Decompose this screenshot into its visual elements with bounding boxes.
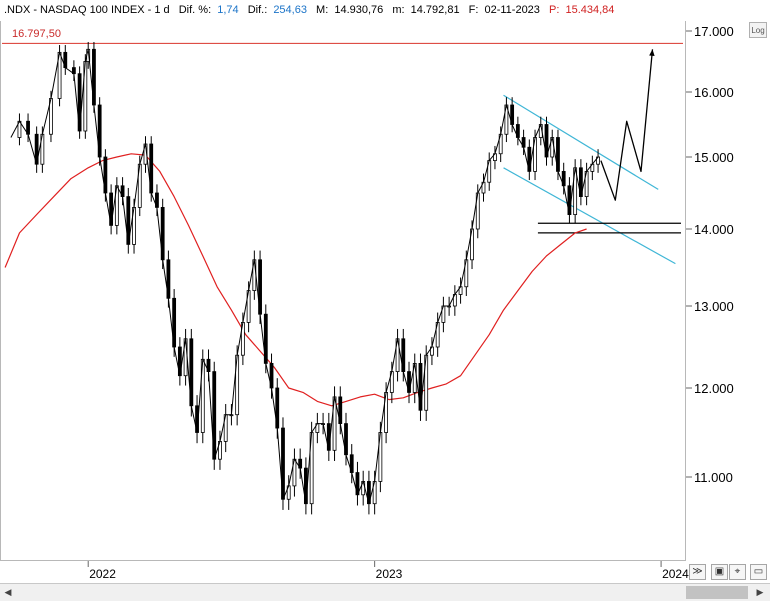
dif-pct-value: 1,74	[217, 4, 239, 16]
channel-line	[503, 94, 659, 190]
min-value: 14.792,81	[410, 4, 460, 16]
expand-icon[interactable]: ≫	[689, 564, 706, 580]
log-scale-button[interactable]: Log	[749, 22, 767, 38]
scroll-left-icon[interactable]: ◀	[4, 587, 12, 597]
y-tick-label: 13.000	[694, 299, 734, 314]
time-axis[interactable]	[0, 561, 686, 583]
y-tick-label: 11.000	[694, 470, 733, 485]
symbol-label: .NDX - NASDAQ 100 INDEX - 1 d	[4, 4, 170, 16]
crosshair-icon[interactable]: ⌖	[729, 564, 746, 580]
price-value: 15.434,84	[565, 4, 615, 16]
x-tick-label: 2022	[89, 567, 116, 581]
y-tick-label: 12.000	[694, 381, 734, 396]
date-value: 02-11-2023	[484, 4, 540, 16]
date-label: F:	[468, 4, 479, 16]
zoom-out-icon[interactable]: ▭	[750, 564, 767, 580]
dif-pct-label: Dif. %:	[178, 4, 212, 16]
dif-label: Dif.:	[247, 4, 268, 16]
min-label: m:	[392, 4, 405, 16]
y-tick-label: 15.000	[694, 150, 734, 165]
scroll-thumb[interactable]	[686, 586, 748, 599]
price-label: P:	[548, 4, 560, 16]
channel-line	[503, 167, 676, 265]
max-label: M:	[316, 4, 329, 16]
price-line	[10, 48, 599, 505]
chart-header: .NDX - NASDAQ 100 INDEX - 1 d Dif. %: 1,…	[0, 0, 770, 21]
y-tick-label: 17.000	[694, 24, 734, 39]
max-value: 14.930,76	[334, 4, 384, 16]
y-tick-label: 16.000	[694, 85, 734, 100]
plot-area[interactable]	[0, 21, 686, 561]
y-tick-label: 14.000	[694, 222, 734, 237]
scroll-right-icon[interactable]: ▶	[756, 587, 764, 597]
horizontal-scrollbar[interactable]: ◀ ▶	[0, 583, 770, 601]
moving-average-line	[4, 153, 587, 407]
x-tick-label: 2023	[376, 567, 403, 581]
save-icon[interactable]: ▣	[711, 564, 728, 580]
dif-value: 254,63	[273, 4, 307, 16]
projection-path	[600, 49, 654, 201]
reference-value-label: 16.797,50	[12, 28, 61, 40]
projection-arrowhead	[649, 49, 655, 56]
x-tick-label: 2024	[662, 567, 689, 581]
